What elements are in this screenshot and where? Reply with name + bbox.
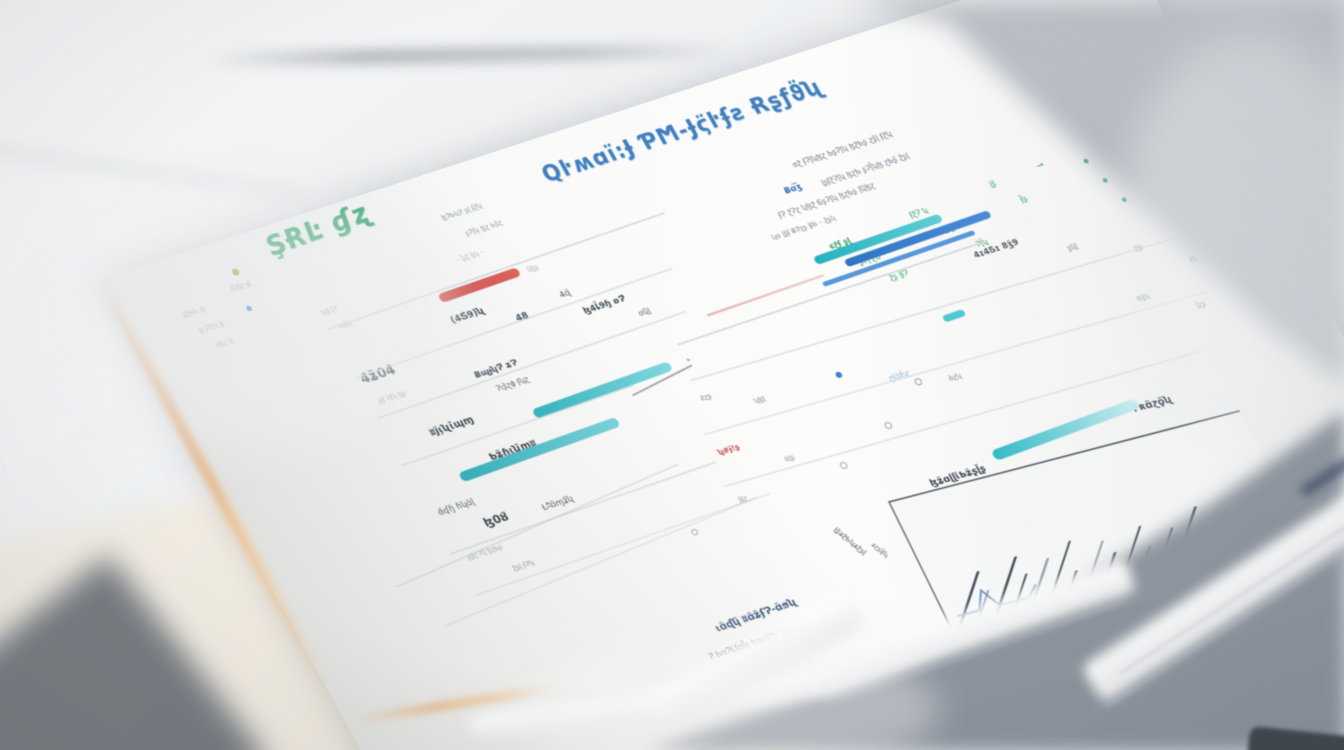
dof-blur-patch-bottom [520, 640, 940, 750]
dof-blur-patch-left [40, 190, 460, 450]
dof-blur-patch-right [1120, 30, 1344, 430]
